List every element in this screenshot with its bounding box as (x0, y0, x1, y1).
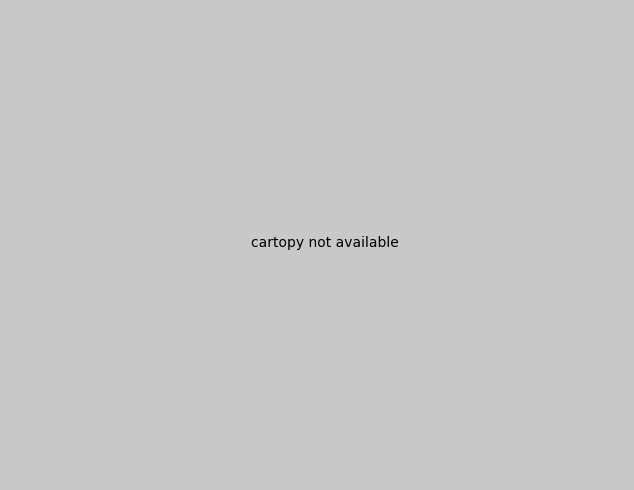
Text: cartopy not available: cartopy not available (251, 237, 399, 250)
